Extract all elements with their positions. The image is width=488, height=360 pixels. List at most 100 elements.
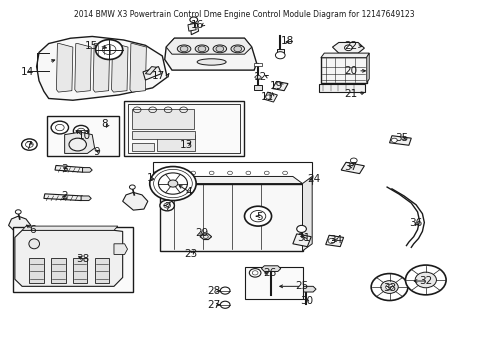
Ellipse shape: [230, 45, 244, 53]
Circle shape: [102, 45, 116, 54]
Polygon shape: [56, 44, 73, 92]
Polygon shape: [254, 63, 262, 66]
Polygon shape: [164, 38, 256, 70]
Text: 7: 7: [163, 202, 170, 212]
Text: 2: 2: [61, 191, 68, 201]
Polygon shape: [29, 258, 44, 283]
Text: 29: 29: [195, 228, 208, 238]
Ellipse shape: [177, 45, 190, 53]
Circle shape: [380, 281, 397, 293]
Circle shape: [73, 125, 89, 137]
Circle shape: [249, 269, 261, 277]
Polygon shape: [276, 49, 283, 54]
Text: 37: 37: [344, 162, 357, 171]
Polygon shape: [254, 85, 262, 90]
Polygon shape: [145, 67, 156, 75]
Bar: [132, 109, 194, 129]
Polygon shape: [122, 192, 147, 210]
Polygon shape: [81, 196, 91, 201]
Text: 17: 17: [152, 71, 165, 81]
Circle shape: [220, 301, 229, 308]
Polygon shape: [296, 286, 315, 292]
Circle shape: [327, 238, 334, 243]
Circle shape: [296, 225, 306, 233]
Circle shape: [370, 274, 407, 301]
Circle shape: [344, 45, 351, 51]
Text: 22: 22: [344, 41, 357, 51]
Circle shape: [216, 46, 223, 52]
Polygon shape: [272, 81, 287, 91]
Text: 11: 11: [261, 92, 274, 102]
Bar: [13, 227, 133, 292]
Text: 3: 3: [61, 165, 68, 174]
Bar: [320, 57, 366, 82]
Text: 2014 BMW X3 Powertrain Control Dme Engine Control Module Diagram for 12147649123: 2014 BMW X3 Powertrain Control Dme Engin…: [74, 10, 414, 19]
Circle shape: [69, 138, 86, 151]
Bar: [132, 131, 195, 139]
Polygon shape: [389, 136, 410, 145]
Polygon shape: [341, 162, 364, 174]
Text: 9: 9: [94, 147, 100, 157]
Ellipse shape: [197, 59, 225, 65]
Polygon shape: [64, 132, 95, 153]
Ellipse shape: [213, 45, 226, 53]
Circle shape: [233, 46, 241, 52]
Text: 10: 10: [77, 131, 90, 141]
Bar: [47, 116, 119, 156]
Circle shape: [95, 40, 122, 59]
Text: 7: 7: [25, 141, 32, 151]
Text: 34: 34: [328, 235, 341, 245]
Polygon shape: [292, 234, 310, 247]
Polygon shape: [254, 76, 261, 79]
Circle shape: [180, 46, 187, 52]
Circle shape: [15, 210, 21, 214]
Bar: [128, 104, 239, 153]
Polygon shape: [15, 230, 122, 286]
Polygon shape: [332, 42, 364, 53]
Polygon shape: [111, 44, 128, 92]
Text: 21: 21: [344, 89, 357, 99]
Circle shape: [265, 95, 271, 99]
Polygon shape: [75, 44, 91, 92]
Text: 16: 16: [190, 20, 203, 30]
Polygon shape: [160, 176, 302, 184]
Polygon shape: [22, 226, 118, 230]
Text: 23: 23: [184, 249, 198, 260]
Polygon shape: [130, 44, 146, 92]
Polygon shape: [51, 258, 65, 283]
Polygon shape: [264, 92, 277, 102]
Polygon shape: [114, 244, 127, 255]
Text: 4: 4: [185, 188, 192, 197]
Circle shape: [405, 265, 445, 295]
Text: 35: 35: [394, 133, 407, 143]
Circle shape: [158, 173, 187, 194]
Ellipse shape: [195, 45, 208, 53]
Circle shape: [189, 17, 197, 23]
Text: 6: 6: [29, 225, 36, 235]
Circle shape: [250, 211, 265, 222]
Text: 1: 1: [146, 173, 153, 183]
Circle shape: [244, 206, 271, 226]
Polygon shape: [37, 36, 167, 100]
Bar: [245, 267, 302, 299]
Circle shape: [414, 272, 435, 288]
Text: 28: 28: [207, 285, 220, 296]
Text: 25: 25: [294, 281, 307, 291]
Text: 36: 36: [408, 217, 422, 228]
Bar: [152, 162, 311, 184]
Text: 26: 26: [263, 268, 276, 278]
Polygon shape: [200, 234, 211, 239]
Text: 8: 8: [101, 119, 107, 129]
Circle shape: [220, 287, 229, 294]
Text: 38: 38: [76, 254, 89, 264]
Polygon shape: [190, 23, 198, 35]
Bar: [319, 84, 365, 92]
Circle shape: [198, 46, 205, 52]
Text: 15: 15: [84, 41, 98, 51]
Circle shape: [391, 138, 396, 143]
Circle shape: [129, 185, 135, 189]
Circle shape: [350, 158, 356, 163]
Text: 20: 20: [344, 66, 357, 76]
Circle shape: [149, 167, 196, 201]
Polygon shape: [320, 53, 368, 58]
